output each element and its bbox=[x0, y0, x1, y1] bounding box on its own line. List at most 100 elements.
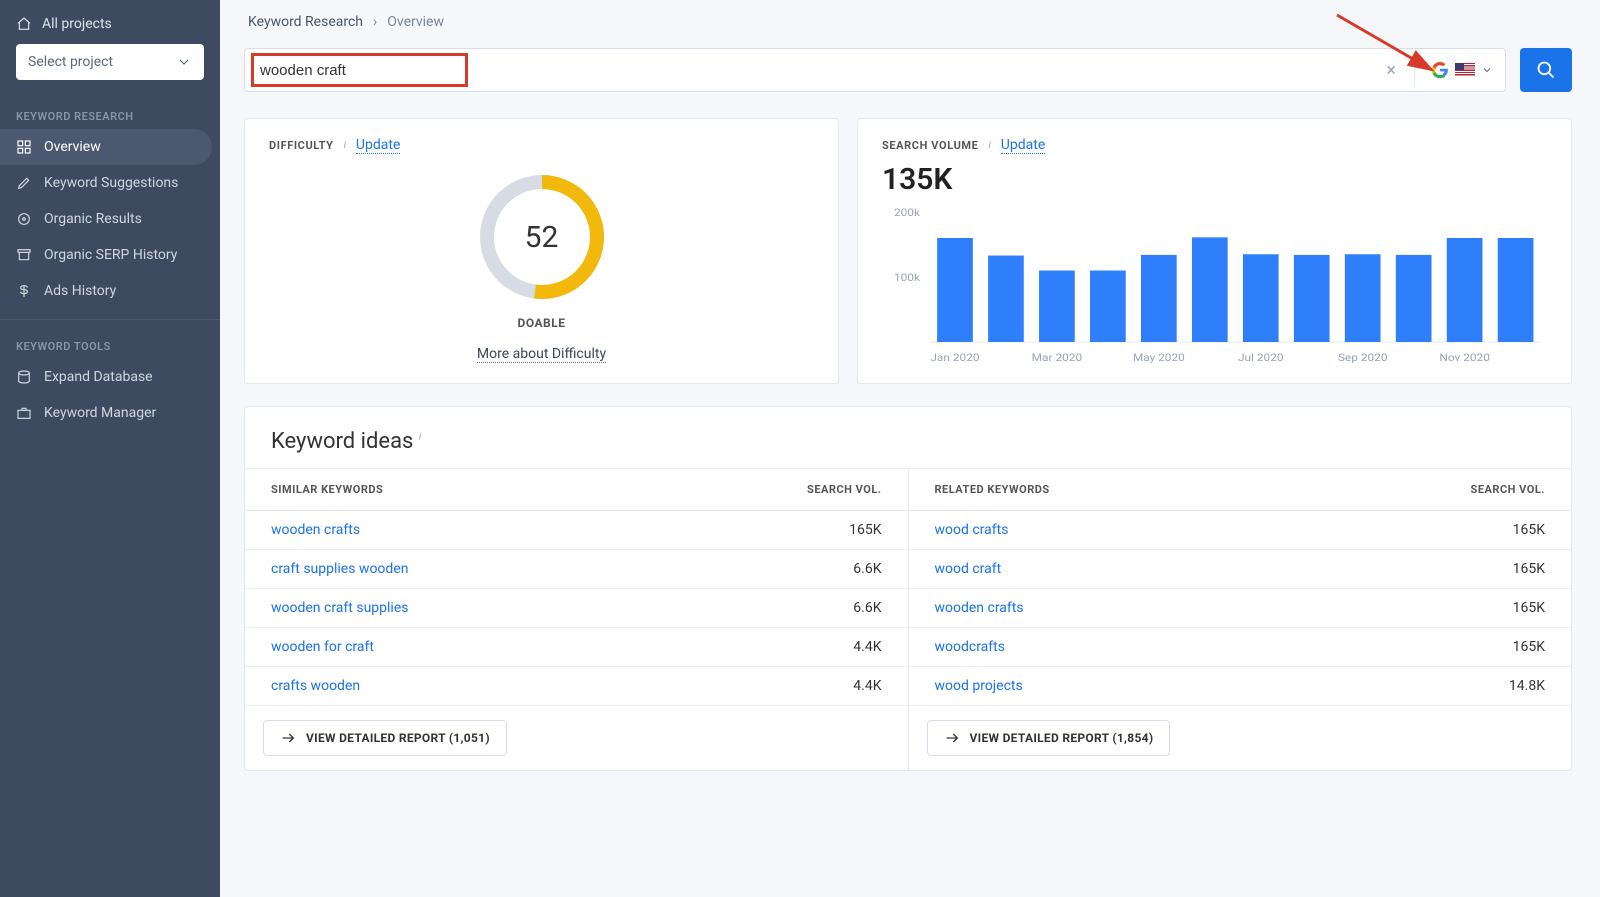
nav-expand-db[interactable]: Expand Database bbox=[0, 359, 220, 395]
keyword-row: woodcrafts 165K bbox=[909, 628, 1572, 667]
keyword-volume: 165K bbox=[1513, 639, 1545, 655]
info-icon[interactable]: i bbox=[344, 140, 346, 151]
volume-barchart: 200k100kJan 2020Mar 2020May 2020Jul 2020… bbox=[882, 207, 1547, 367]
nav-overview[interactable]: Overview bbox=[0, 129, 212, 165]
related-keywords-column: RELATED KEYWORDS SEARCH VOL. wood crafts… bbox=[909, 468, 1572, 770]
clear-input-button[interactable]: × bbox=[1378, 60, 1404, 81]
nav-serp-history-label: Organic SERP History bbox=[44, 247, 177, 263]
nav-suggestions[interactable]: Keyword Suggestions bbox=[0, 165, 220, 201]
project-select-label: Select project bbox=[28, 54, 113, 70]
keyword-link[interactable]: wooden crafts bbox=[935, 600, 1024, 616]
keyword-row: crafts wooden 4.4K bbox=[245, 667, 908, 706]
nav-kw-manager-label: Keyword Manager bbox=[44, 405, 156, 421]
chevron-down-icon bbox=[1481, 64, 1493, 76]
keyword-volume: 165K bbox=[849, 522, 881, 538]
keyword-row: wood crafts 165K bbox=[909, 511, 1572, 550]
keyword-ideas-title: Keyword ideas bbox=[271, 429, 413, 454]
search-icon bbox=[1536, 60, 1556, 80]
keyword-row: wooden crafts 165K bbox=[245, 511, 908, 550]
keyword-link[interactable]: wood projects bbox=[935, 678, 1023, 694]
keyword-volume: 14.8K bbox=[1509, 678, 1545, 694]
nav-ads-history[interactable]: Ads History bbox=[0, 273, 220, 309]
section-label-tools: KEYWORD TOOLS bbox=[0, 330, 220, 359]
google-icon bbox=[1431, 61, 1449, 79]
target-icon bbox=[16, 211, 32, 227]
keyword-link[interactable]: craft supplies wooden bbox=[271, 561, 408, 577]
info-icon[interactable]: i bbox=[419, 432, 421, 443]
svg-text:May 2020: May 2020 bbox=[1133, 352, 1185, 364]
keyword-volume: 165K bbox=[1513, 522, 1545, 538]
breadcrumb-current: Overview bbox=[387, 14, 444, 30]
difficulty-score: 52 bbox=[477, 172, 607, 302]
keyword-volume: 6.6K bbox=[853, 561, 881, 577]
database-icon bbox=[16, 369, 32, 385]
breadcrumb-root[interactable]: Keyword Research bbox=[248, 14, 363, 30]
keyword-ideas-card: Keyword ideas i SIMILAR KEYWORDS SEARCH … bbox=[244, 406, 1572, 771]
nav-expand-db-label: Expand Database bbox=[44, 369, 153, 385]
section-label-research: KEYWORD RESEARCH bbox=[0, 100, 220, 129]
difficulty-card: DIFFICULTY i Update 52 DOABLE More about… bbox=[244, 118, 839, 384]
region-picker[interactable] bbox=[1425, 61, 1499, 79]
keyword-row: craft supplies wooden 6.6K bbox=[245, 550, 908, 589]
breadcrumb: Keyword Research › Overview bbox=[248, 14, 1572, 30]
all-projects-link[interactable]: All projects bbox=[16, 12, 204, 44]
difficulty-donut: 52 bbox=[477, 172, 607, 302]
keyword-row: wooden craft supplies6.6K bbox=[245, 589, 908, 628]
keyword-link[interactable]: woodcrafts bbox=[935, 639, 1005, 655]
volume-card: SEARCH VOLUME i Update 135K 200k100kJan … bbox=[857, 118, 1572, 384]
similar-keywords-column: SIMILAR KEYWORDS SEARCH VOL. wooden craf… bbox=[245, 468, 909, 770]
keyword-link[interactable]: wooden craft supplies bbox=[271, 600, 408, 616]
grid-icon bbox=[16, 139, 32, 155]
arrow-right-icon bbox=[944, 730, 960, 746]
more-about-difficulty-link[interactable]: More about Difficulty bbox=[477, 346, 606, 363]
info-icon[interactable]: i bbox=[988, 140, 990, 151]
keyword-volume: 165K bbox=[1513, 600, 1545, 616]
home-icon bbox=[16, 16, 32, 32]
main-content: Keyword Research › Overview × bbox=[220, 0, 1600, 897]
arrow-right-icon bbox=[280, 730, 296, 746]
nav-organic-results[interactable]: Organic Results bbox=[0, 201, 220, 237]
keyword-row: wood projects 14.8K bbox=[909, 667, 1572, 706]
svg-text:Nov 2020: Nov 2020 bbox=[1439, 352, 1490, 364]
nav-kw-manager[interactable]: Keyword Manager bbox=[0, 395, 220, 431]
pencil-icon bbox=[16, 175, 32, 191]
chevron-down-icon bbox=[176, 54, 192, 70]
nav-organic-results-label: Organic Results bbox=[44, 211, 142, 227]
nav-serp-history[interactable]: Organic SERP History bbox=[0, 237, 220, 273]
related-detail-button[interactable]: VIEW DETAILED REPORT (1,854) bbox=[927, 720, 1171, 756]
related-detail-label: VIEW DETAILED REPORT (1,854) bbox=[970, 731, 1154, 745]
project-select[interactable]: Select project bbox=[16, 44, 204, 80]
similar-detail-button[interactable]: VIEW DETAILED REPORT (1,051) bbox=[263, 720, 507, 756]
keyword-row: wooden crafts 165K bbox=[909, 589, 1572, 628]
related-vol-header: SEARCH VOL. bbox=[1471, 483, 1545, 496]
sidebar: All projects Select project KEYWORD RESE… bbox=[0, 0, 220, 897]
keyword-row: wooden for craft 4.4K bbox=[245, 628, 908, 667]
keyword-link[interactable]: wooden for craft bbox=[271, 639, 374, 655]
related-header: RELATED KEYWORDS bbox=[935, 483, 1050, 496]
volume-update-link[interactable]: Update bbox=[1001, 137, 1045, 154]
chevron-right-icon: › bbox=[373, 14, 377, 30]
similar-header: SIMILAR KEYWORDS bbox=[271, 483, 383, 496]
keyword-link[interactable]: wooden crafts bbox=[271, 522, 360, 538]
sidebar-divider bbox=[0, 319, 220, 320]
search-button[interactable] bbox=[1520, 48, 1572, 92]
keyword-volume: 4.4K bbox=[853, 639, 881, 655]
svg-text:200k: 200k bbox=[894, 207, 920, 219]
svg-text:Jan 2020: Jan 2020 bbox=[930, 352, 979, 364]
volume-value: 135K bbox=[882, 162, 1547, 197]
svg-text:Sep 2020: Sep 2020 bbox=[1338, 352, 1388, 364]
keyword-link[interactable]: crafts wooden bbox=[271, 678, 360, 694]
keyword-link[interactable]: wood craft bbox=[935, 561, 1002, 577]
keyword-searchbar: × bbox=[244, 48, 1506, 92]
difficulty-score-label: DOABLE bbox=[518, 316, 566, 330]
keyword-volume: 4.4K bbox=[853, 678, 881, 694]
keyword-row: wood craft165K bbox=[909, 550, 1572, 589]
volume-label: SEARCH VOLUME bbox=[882, 139, 978, 152]
keyword-input[interactable] bbox=[260, 62, 459, 79]
nav-ads-history-label: Ads History bbox=[44, 283, 116, 299]
difficulty-update-link[interactable]: Update bbox=[356, 137, 400, 154]
keyword-link[interactable]: wood crafts bbox=[935, 522, 1009, 538]
separator bbox=[1414, 54, 1415, 86]
similar-detail-label: VIEW DETAILED REPORT (1,051) bbox=[306, 731, 490, 745]
dollar-icon bbox=[16, 283, 32, 299]
